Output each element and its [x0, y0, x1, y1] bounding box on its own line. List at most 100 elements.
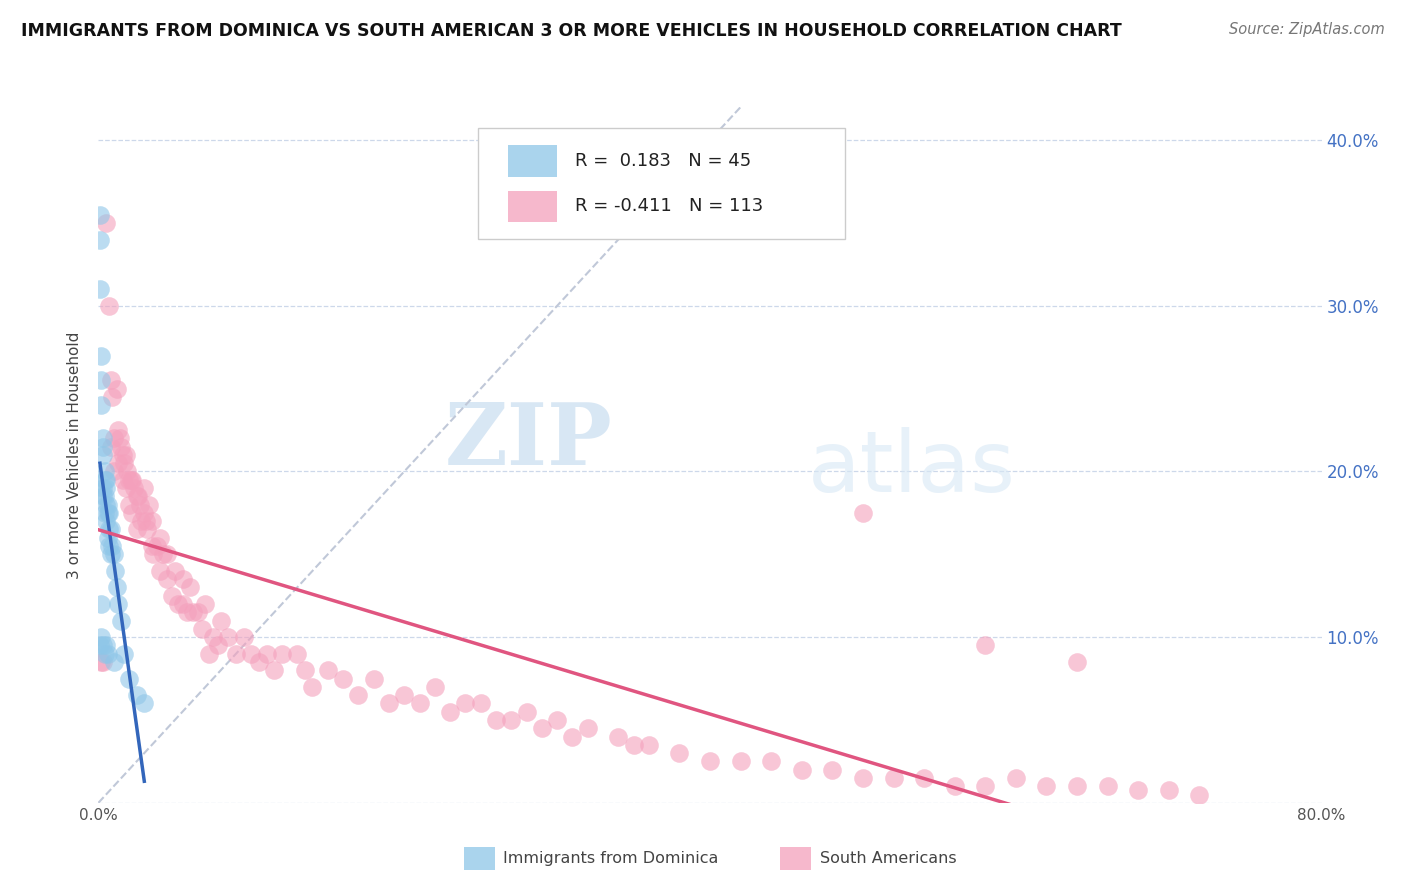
Point — [103, 431, 125, 445]
Point — [91, 639, 114, 653]
Point — [98, 539, 121, 553]
Point — [821, 763, 844, 777]
Point — [1097, 779, 1119, 793]
Point — [91, 440, 114, 454]
Point — [439, 705, 461, 719]
Point — [232, 630, 254, 644]
Point — [93, 473, 115, 487]
Point — [97, 506, 120, 520]
Point — [90, 398, 112, 412]
Point — [1066, 779, 1088, 793]
Point — [90, 373, 112, 387]
Point — [97, 498, 120, 512]
Point — [163, 564, 186, 578]
Point — [125, 688, 148, 702]
Point — [172, 597, 194, 611]
Point — [759, 755, 782, 769]
Point — [263, 663, 285, 677]
Point — [294, 663, 316, 677]
FancyBboxPatch shape — [478, 128, 845, 239]
Point — [134, 697, 156, 711]
Point — [121, 506, 143, 520]
Point — [256, 647, 278, 661]
Point — [1035, 779, 1057, 793]
Text: R =  0.183   N = 45: R = 0.183 N = 45 — [575, 152, 752, 170]
Point — [202, 630, 225, 644]
Point — [128, 498, 150, 512]
Point — [149, 531, 172, 545]
Point — [89, 639, 111, 653]
Point — [423, 680, 446, 694]
Point — [101, 539, 124, 553]
Point — [136, 523, 159, 537]
Point — [316, 663, 339, 677]
Point — [160, 589, 183, 603]
Point — [112, 647, 135, 661]
Point — [117, 465, 139, 479]
Point — [247, 655, 270, 669]
Point — [1188, 788, 1211, 802]
Point — [561, 730, 583, 744]
Point — [91, 489, 114, 503]
Point — [94, 216, 117, 230]
Point — [149, 564, 172, 578]
Point — [94, 514, 117, 528]
Point — [103, 547, 125, 561]
Point — [97, 531, 120, 545]
Point — [156, 547, 179, 561]
Text: Source: ZipAtlas.com: Source: ZipAtlas.com — [1229, 22, 1385, 37]
Point — [90, 655, 112, 669]
Point — [100, 440, 122, 454]
Point — [127, 489, 149, 503]
Text: ZIP: ZIP — [444, 399, 612, 483]
Point — [408, 697, 430, 711]
Point — [974, 639, 997, 653]
Point — [107, 423, 129, 437]
Point — [108, 431, 131, 445]
Point — [94, 481, 117, 495]
Point — [152, 547, 174, 561]
Point — [98, 299, 121, 313]
Point — [89, 282, 111, 296]
Point — [105, 581, 128, 595]
Bar — [508, 191, 557, 222]
Point — [378, 697, 401, 711]
Point — [134, 481, 156, 495]
Point — [134, 506, 156, 520]
Point — [120, 473, 142, 487]
Point — [107, 597, 129, 611]
Point — [1128, 782, 1150, 797]
Point — [122, 481, 145, 495]
Point — [852, 771, 875, 785]
Point — [138, 498, 160, 512]
Point — [91, 655, 114, 669]
Point — [89, 208, 111, 222]
Point — [485, 713, 508, 727]
Point — [225, 647, 247, 661]
Point — [115, 481, 138, 495]
Point — [125, 523, 148, 537]
Point — [112, 456, 135, 470]
Point — [111, 473, 134, 487]
Point — [135, 514, 157, 528]
Point — [90, 349, 112, 363]
Text: IMMIGRANTS FROM DOMINICA VS SOUTH AMERICAN 3 OR MORE VEHICLES IN HOUSEHOLD CORRE: IMMIGRANTS FROM DOMINICA VS SOUTH AMERIC… — [21, 22, 1122, 40]
Text: atlas: atlas — [808, 427, 1017, 510]
Point — [668, 746, 690, 760]
Point — [974, 779, 997, 793]
Point — [91, 481, 114, 495]
Point — [546, 713, 568, 727]
Point — [94, 473, 117, 487]
Point — [179, 581, 201, 595]
Point — [1157, 782, 1180, 797]
Point — [301, 680, 323, 694]
Point — [285, 647, 308, 661]
Point — [943, 779, 966, 793]
Point — [883, 771, 905, 785]
Point — [790, 763, 813, 777]
Point — [111, 448, 134, 462]
Point — [110, 440, 132, 454]
Point — [270, 647, 292, 661]
Point — [93, 647, 115, 661]
Point — [142, 547, 165, 561]
